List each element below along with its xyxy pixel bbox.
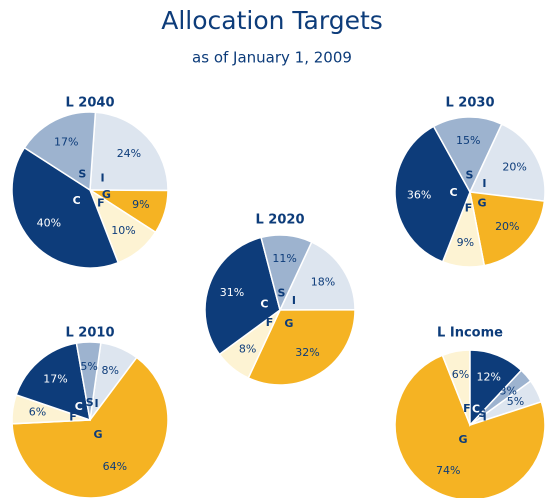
slice-value-label: 20% [495, 220, 519, 233]
slice-value-label: 8% [239, 342, 256, 355]
pie-title: L 2040 [66, 96, 115, 111]
pie-slice [15, 342, 91, 422]
slice-category-label: S [278, 287, 286, 300]
slice-category-label: S [465, 169, 473, 182]
slice-category-label: F [69, 411, 77, 424]
slice-value-label: 24% [117, 147, 141, 160]
slice-category-label: C [449, 186, 457, 199]
slice-value-label: 8% [101, 364, 118, 377]
slice-value-label: 12% [477, 371, 501, 384]
page-subtitle: as of January 1, 2009 [192, 49, 352, 67]
pie-slice [11, 356, 169, 498]
slice-value-label: 6% [452, 368, 469, 381]
slice-value-label: 3% [500, 384, 517, 397]
pie-title: L 2030 [446, 96, 495, 111]
slice-category-label: I [482, 177, 486, 190]
slice-category-label: I [101, 171, 105, 184]
pie-slice [260, 234, 313, 313]
slice-category-label: S [86, 396, 94, 409]
slice-category-label: G [458, 433, 467, 446]
pie-title: L Income [437, 326, 503, 341]
pie-slice [278, 241, 356, 311]
slice-category-label: I [292, 294, 296, 307]
slice-category-label: G [102, 188, 111, 201]
slice-category-label: C [73, 194, 81, 207]
slice-value-label: 5% [80, 360, 97, 373]
slice-value-label: 74% [436, 464, 460, 477]
slice-value-label: 20% [502, 160, 526, 173]
pie-slice [394, 354, 546, 498]
slice-value-label: 11% [272, 252, 296, 265]
pie-slice [432, 116, 503, 194]
slice-value-label: 36% [407, 188, 431, 201]
slice-category-label: I [483, 411, 487, 424]
pie-slice [469, 191, 546, 267]
slice-value-label: 18% [311, 276, 335, 289]
slice-category-label: G [478, 196, 487, 209]
pie-title: L 2010 [66, 326, 115, 341]
slice-category-label: F [97, 196, 105, 209]
pie-slice [75, 341, 102, 421]
pie-slice [89, 111, 169, 192]
slice-category-label: F [463, 402, 471, 415]
slice-value-label: 40% [37, 217, 61, 230]
pie-slice [204, 236, 281, 356]
slice-value-label: 9% [457, 236, 474, 249]
slice-category-label: C [75, 400, 83, 413]
pie-title: L 2020 [256, 213, 305, 228]
page-title: Allocation Targets [161, 6, 383, 35]
slice-category-label: C [472, 403, 480, 416]
slice-category-label: G [94, 428, 103, 441]
slice-value-label: 9% [132, 198, 149, 211]
slice-value-label: 6% [29, 406, 46, 419]
pie-slice [11, 146, 120, 269]
slice-category-label: F [465, 201, 473, 214]
slice-value-label: 64% [103, 460, 127, 473]
slice-category-label: C [260, 297, 268, 310]
slice-category-label: G [284, 317, 293, 330]
slice-value-label: 31% [220, 286, 244, 299]
slice-category-label: F [266, 316, 274, 329]
pie-slice [468, 123, 546, 202]
slice-category-label: I [94, 397, 98, 410]
pie-slice [23, 111, 97, 192]
slice-value-label: 17% [54, 136, 78, 149]
pie-slice [247, 308, 356, 386]
slice-value-label: 32% [295, 346, 319, 359]
slice-value-label: 17% [43, 373, 67, 386]
slice-value-label: 5% [507, 395, 524, 408]
pie-slice [394, 125, 471, 263]
slice-value-label: 10% [111, 224, 135, 237]
pie-slice [469, 369, 532, 426]
slice-category-label: S [78, 168, 86, 181]
slice-category-label: S [478, 407, 486, 420]
slice-value-label: 15% [456, 134, 480, 147]
